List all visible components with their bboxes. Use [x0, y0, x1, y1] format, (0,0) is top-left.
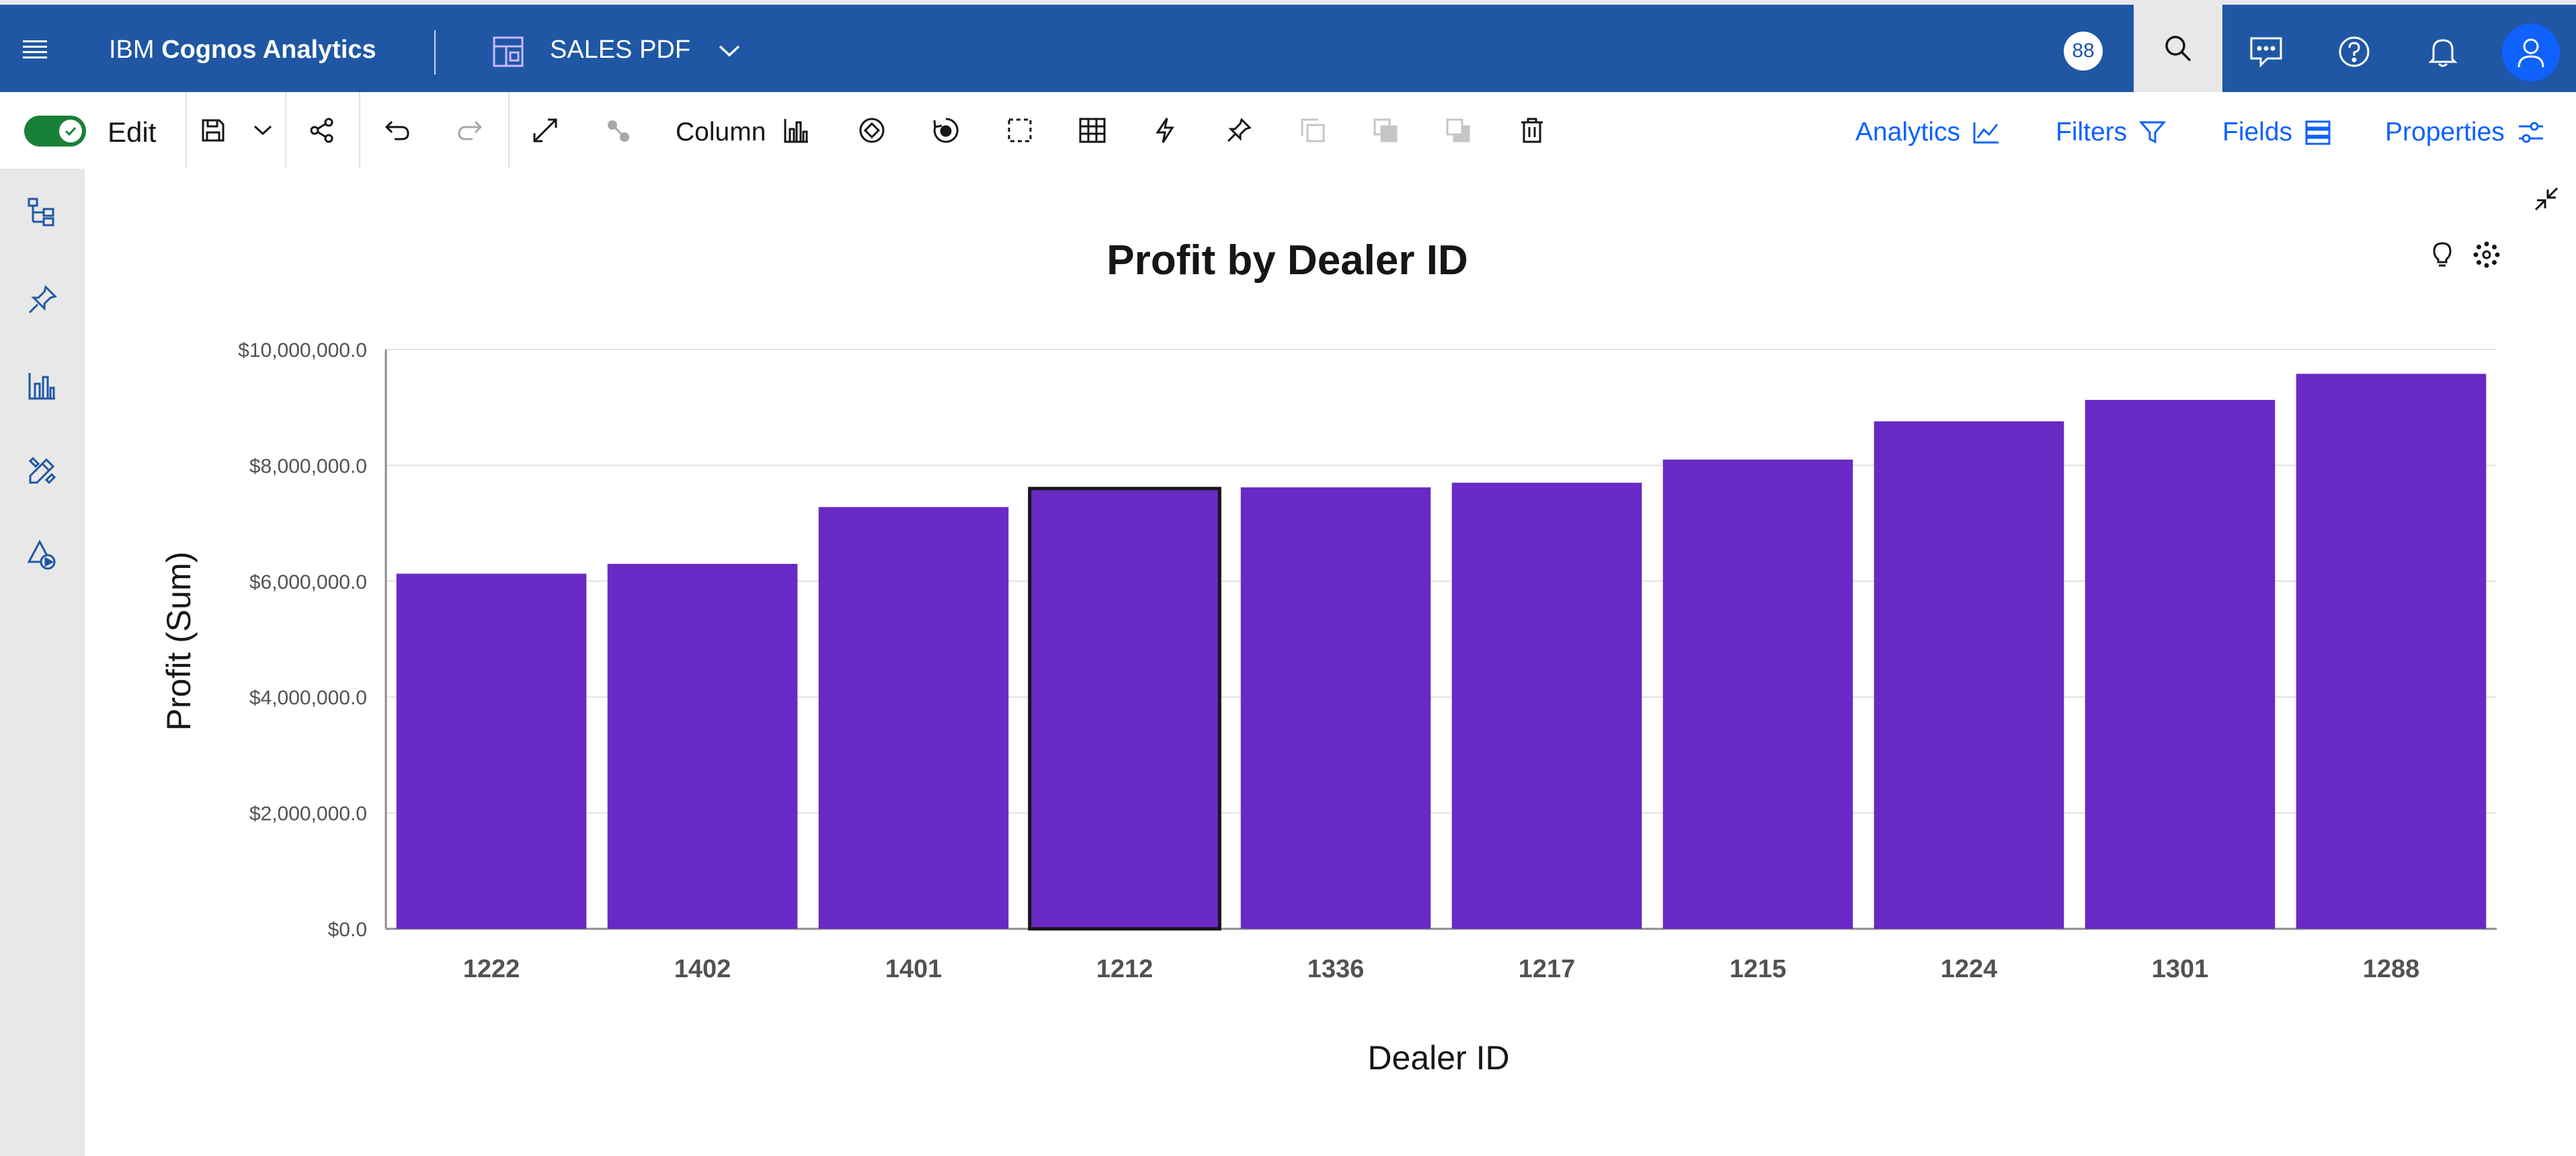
connect-icon[interactable] [598, 111, 637, 150]
y-tick-label: $6,000,000.0 [249, 571, 367, 593]
dashboard-icon [489, 33, 527, 71]
bar-1224[interactable] [1874, 421, 2064, 929]
x-tick-label: 1224 [1941, 955, 1998, 983]
filter-icon [2139, 121, 2167, 144]
properties-label: Properties [2385, 118, 2505, 147]
bar-1288[interactable] [2296, 374, 2487, 929]
send-to-back-icon[interactable] [1439, 111, 1478, 150]
chart-title: Profit by Dealer ID [1106, 237, 1468, 284]
x-tick-label: 1212 [1096, 955, 1154, 983]
table-icon[interactable] [1073, 111, 1112, 150]
fields-label: Fields [2222, 118, 2293, 147]
top-bar: IBM Cognos Analytics SALES PDF 88 [0, 0, 2576, 92]
x-tick-label: 1215 [1730, 955, 1787, 983]
save-icon[interactable] [194, 111, 233, 150]
brand-prefix: IBM [109, 36, 155, 64]
help-icon[interactable] [2335, 33, 2373, 71]
properties-panel-link[interactable]: Properties [2385, 118, 2545, 147]
properties-icon [2518, 122, 2543, 143]
drill-icon[interactable] [926, 111, 965, 150]
undo-icon[interactable] [378, 111, 417, 150]
search-button[interactable] [2134, 5, 2222, 92]
select-area-icon[interactable] [1000, 111, 1039, 150]
bar-1215[interactable] [1662, 459, 1853, 929]
left-rail [0, 169, 85, 1156]
bar-1401[interactable] [818, 507, 1009, 929]
shapes-media-icon[interactable] [20, 533, 65, 577]
y-tick-label: $10,000,000.0 [238, 339, 367, 362]
navigation-paths-icon[interactable] [852, 111, 891, 150]
x-tick-label: 1336 [1307, 955, 1365, 983]
x-tick-label: 1301 [2152, 955, 2209, 983]
data-sources-icon[interactable] [20, 190, 65, 235]
expand-icon[interactable] [526, 111, 565, 150]
x-tick-label: 1217 [1519, 955, 1576, 983]
toolbar-divider [508, 92, 510, 169]
pin-icon[interactable] [20, 278, 65, 322]
settings-icon[interactable] [2471, 239, 2502, 270]
delete-icon[interactable] [1513, 111, 1552, 150]
chevron-down-icon[interactable] [713, 34, 746, 68]
column-chart-icon[interactable] [777, 111, 816, 150]
product-brand[interactable]: IBM Cognos Analytics [109, 36, 376, 65]
edit-toolbar: Edit Column [0, 92, 2576, 170]
bar-1402[interactable] [607, 563, 798, 929]
x-tick-label: 1402 [674, 955, 731, 983]
bar-1222[interactable] [396, 573, 587, 929]
toolbar-divider [359, 92, 360, 169]
y-tick-label: $0.0 [328, 919, 367, 941]
bring-to-front-icon[interactable] [1366, 111, 1405, 150]
bar-1212[interactable] [1028, 487, 1221, 931]
visualizations-icon[interactable] [20, 364, 65, 408]
filters-panel-link[interactable]: Filters [2056, 118, 2167, 147]
pin-icon[interactable] [1219, 111, 1258, 150]
x-tick-label: 1401 [885, 955, 942, 983]
analytics-icon [1973, 122, 1999, 144]
assets-icon[interactable] [20, 448, 65, 493]
notifications-bell-icon[interactable] [2424, 33, 2462, 71]
y-tick-label: $4,000,000.0 [249, 687, 367, 709]
toolbar-divider [186, 92, 187, 169]
edit-mode-toggle[interactable] [24, 116, 86, 147]
header-divider [434, 30, 436, 75]
y-axis-title: Profit (Sum) [160, 551, 198, 731]
x-tick-label: 1222 [463, 955, 520, 983]
redo-icon[interactable] [450, 111, 489, 150]
analytics-panel-link[interactable]: Analytics [1855, 118, 2001, 147]
share-icon[interactable] [303, 111, 341, 150]
analytics-label: Analytics [1855, 118, 1961, 147]
checkmark-icon [65, 126, 77, 136]
user-avatar-button[interactable] [2502, 24, 2560, 81]
report-name[interactable]: SALES PDF [550, 36, 691, 64]
x-tick-label: 1288 [2363, 955, 2420, 983]
toolbar-divider [285, 92, 286, 169]
edit-label: Edit [108, 116, 157, 148]
y-tick-label: $2,000,000.0 [249, 803, 367, 825]
y-tick-label: $8,000,000.0 [249, 455, 367, 477]
search-icon [2163, 34, 2193, 63]
insights-lightbulb-icon[interactable] [2427, 239, 2458, 270]
save-options-chevron-icon[interactable] [243, 111, 282, 150]
user-icon [2516, 36, 2546, 69]
brand-name: Cognos Analytics [161, 36, 376, 64]
lightning-icon[interactable] [1145, 111, 1184, 150]
fields-icon [2305, 120, 2331, 145]
duplicate-icon[interactable] [1293, 111, 1332, 150]
filters-label: Filters [2056, 118, 2128, 147]
fields-panel-link[interactable]: Fields [2222, 118, 2331, 147]
hamburger-menu-icon[interactable] [16, 30, 54, 68]
bar-1217[interactable] [1451, 483, 1642, 929]
notification-count-badge[interactable]: 88 [2064, 32, 2103, 71]
chat-icon[interactable] [2247, 33, 2285, 71]
collapse-icon[interactable] [2530, 183, 2563, 215]
bar-1301[interactable] [2085, 399, 2276, 929]
x-axis-title: Dealer ID [1367, 1039, 1510, 1077]
toggle-knob [59, 120, 82, 142]
bar-1336[interactable] [1240, 487, 1431, 929]
visualization-type-label[interactable]: Column [676, 118, 766, 147]
